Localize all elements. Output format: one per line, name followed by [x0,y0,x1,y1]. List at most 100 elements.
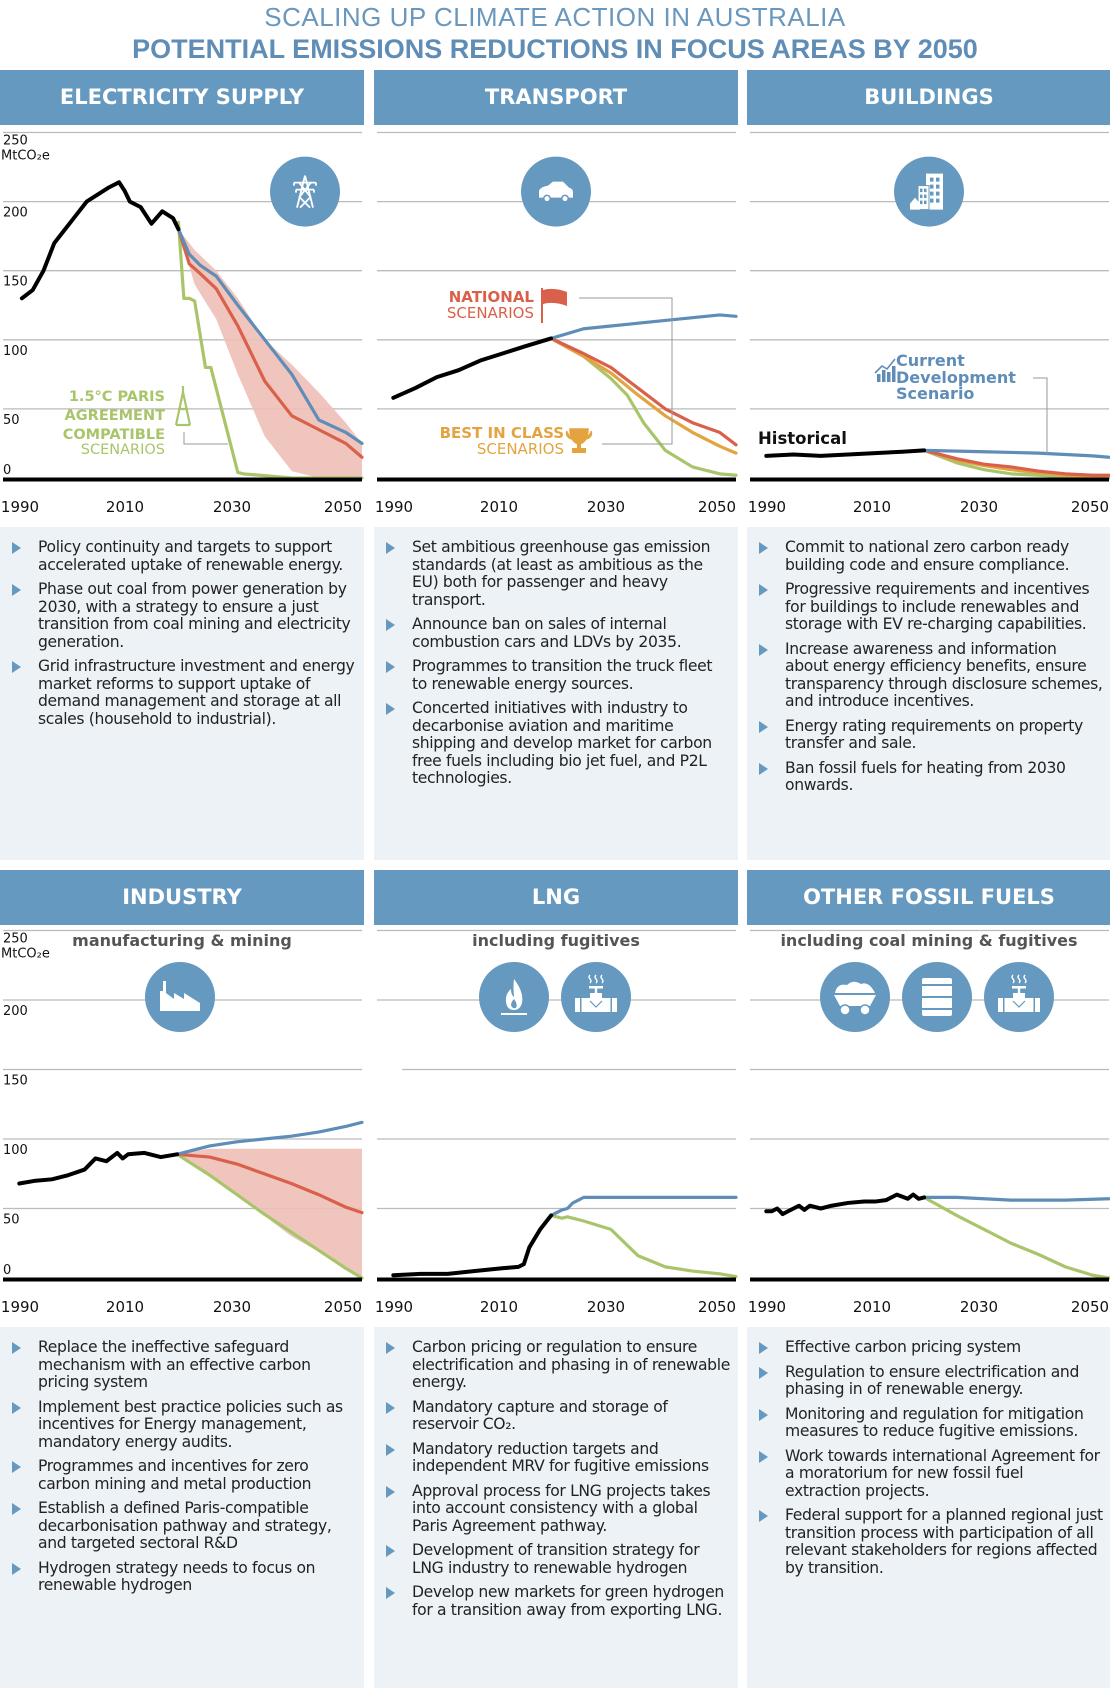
y-tick-label: 200 [3,1004,28,1019]
policy-text: Establish a defined Paris-compatible dec… [38,1499,332,1552]
x-tick-label: 2010 [480,1298,518,1316]
panel-header: TRANSPORT [374,70,738,125]
policy-text: Effective carbon pricing system [785,1338,1021,1356]
buildings-icon [894,156,964,227]
policy-text: Monitoring and regulation for mitigation… [785,1404,1084,1440]
policy-list: Carbon pricing or regulation to ensure e… [374,1327,738,1688]
policy-item: Progressive requirements and incentives … [759,580,1103,634]
oil-barrel-icon [902,962,972,1032]
y-tick-label: 50 [3,413,20,428]
x-tick-label: 1990 [375,1298,413,1316]
x-tick-label: 2030 [213,1298,251,1316]
policy-item: Regulation to ensure electrification and… [759,1363,1103,1399]
factory-icon [145,962,215,1032]
chart: 250 200 150 100 50 0 MtCO₂e 1990 2010 2030 2050 1.5… [0,126,364,514]
policy-text: Ban fossil fuels for heating from 2030 o… [785,758,1066,794]
policy-text: Policy continuity and targets to support… [38,538,343,574]
chart: 250 200 150 100 50 0 MtCO₂e 1990 2010 2030 2050 man… [0,926,364,1320]
page-title: SCALING UP CLIMATE ACTION IN AUSTRALIA [264,2,846,32]
y-tick-label: 100 [3,344,28,359]
policy-list: Replace the ineffective safeguard mechan… [0,1327,364,1688]
panel-header: INDUSTRY [0,870,364,925]
y-tick-label: 250 [3,134,28,149]
page-subtitle: POTENTIAL EMISSIONS REDUCTIONS IN FOCUS … [132,34,978,64]
policy-item: Set ambitious greenhouse gas emission st… [386,538,730,609]
policy-list: Set ambitious greenhouse gas emission st… [374,527,738,860]
chart: 1990 2010 2030 2050 NATIONAL SCENARIOS BEST IN… [374,126,738,514]
series-historical [764,448,927,458]
chart: 1990 2010 2030 2050 including fugitives [374,926,738,1320]
x-tick-label: 2050 [698,498,736,514]
pipeline-valve-icon [984,962,1054,1032]
policy-item: Policy continuity and targets to support… [12,538,356,574]
series-current-development-scenario [175,1120,364,1156]
bullet-triangle-icon [759,720,768,733]
series-historical [764,1192,927,1217]
policy-text: Programmes and incentives for zero carbo… [38,1457,312,1493]
policy-item: Work towards international Agreement for… [759,1447,1103,1501]
chart-svg: 1990 2010 2030 2050 CurrentDevelopmentScenar… [748,131,1110,514]
y-tick-label: 250 [3,932,28,947]
x-tick-label: 1990 [1,498,39,514]
chart-svg: 1990 2010 2030 2050 including fugitives [375,929,738,1316]
gas-flame-icon [479,962,549,1032]
policy-item: Federal support for a planned regional j… [759,1506,1103,1577]
policy-text: Mandatory capture and storage of reservo… [412,1397,668,1433]
policy-item: Programmes to transition the truck fleet… [386,657,730,693]
bullet-triangle-icon [12,1401,21,1414]
y-tick-label: 100 [3,1143,28,1158]
policy-item: Mandatory capture and storage of reservo… [386,1397,730,1434]
policy-item: Replace the ineffective safeguard mechan… [12,1338,356,1392]
policy-item: Mandatory reduction targets and independ… [386,1439,730,1476]
national-scenarios-range [178,229,362,478]
y-tick-label: 0 [3,463,11,478]
series-1-5-c-paris-agreement-compatible [549,1213,738,1279]
bullet-triangle-icon [759,1450,768,1463]
policy-item: Ban fossil fuels for heating from 2030 o… [759,758,1103,795]
legend-current-label: Current [896,351,965,370]
policy-text: Increase awareness and information about… [785,639,1103,710]
policy-text: Concerted initiatives with industry to d… [412,699,712,787]
x-tick-label: 2030 [587,498,625,514]
panel-header: ELECTRICITY SUPPLY [0,70,364,125]
bullet-triangle-icon [386,1342,395,1354]
series-national-scenarios [549,336,738,447]
policy-text: Programmes to transition the truck fleet… [412,657,713,693]
policy-item: Monitoring and regulation for mitigation… [759,1404,1103,1441]
policy-item: Energy rating requirements on property t… [759,717,1103,753]
chart: 1990 2010 2030 2050 Current Development Scenar… [747,126,1110,514]
car-icon [521,156,591,227]
policy-item: Hydrogen strategy needs to focus on rene… [12,1559,356,1595]
bullet-triangle-icon [12,1342,21,1354]
series-1-5-c-paris-agreement-compatible [175,1152,364,1280]
policy-item: Programmes and incentives for zero carbo… [12,1457,356,1493]
series-1-5-c-paris-agreement-compatible [922,1195,1110,1280]
policy-text: Development of transition strategy for L… [412,1541,700,1577]
bullet-triangle-icon [12,542,21,554]
legend-best-label: SCENARIOS [477,440,564,458]
bullet-triangle-icon [759,1366,768,1379]
x-tick-label: 2030 [587,1298,625,1316]
bullet-triangle-icon [759,542,768,554]
policy-text: Carbon pricing or regulation to ensure e… [412,1338,730,1391]
bullet-triangle-icon [386,1401,395,1414]
x-tick-label: 2050 [698,1298,736,1316]
policy-item: Commit to national zero carbon ready bui… [759,538,1103,574]
chart-svg: 250 200 150 100 50 0 MtCO₂e 1990 2010 2030 2050 1.5… [1,131,364,514]
panel-subtitle: manufacturing & mining [72,931,292,950]
x-tick-label: 2030 [213,498,251,514]
series-current-development-scenario [922,1195,1110,1202]
policy-text: Grid infrastructure investment and energ… [38,657,355,728]
legend-historical-label: Historical [758,429,847,448]
leader-line [1033,377,1048,454]
policy-list: Commit to national zero carbon ready bui… [747,527,1110,860]
policy-text: Mandatory reduction targets and independ… [412,1439,709,1475]
bullet-triangle-icon [759,1408,768,1421]
eiffel-tower-icon [174,386,192,427]
policy-text: Announce ban on sales of internal combus… [412,615,682,651]
bullet-triangle-icon [12,1562,21,1575]
series-historical [391,1213,554,1278]
y-tick-label: 150 [3,1074,28,1089]
policy-item: Grid infrastructure investment and energ… [12,657,356,728]
